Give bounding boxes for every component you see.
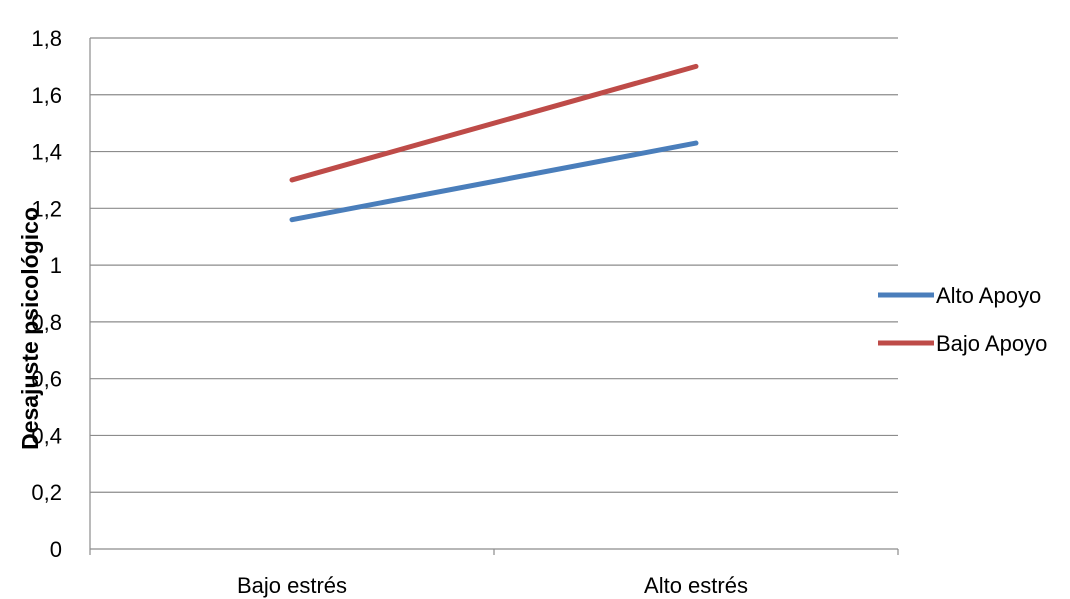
x-axis-category-labels: Bajo estrés Alto estrés <box>89 549 899 598</box>
series-line-bajo-apoyo <box>289 63 699 183</box>
legend-label: Bajo Apoyo <box>936 331 1047 356</box>
y-tick-label: 1 <box>50 253 62 278</box>
legend-item: Bajo Apoyo <box>878 331 1047 356</box>
y-tick-label: 0 <box>50 537 62 562</box>
series-line-alto-apoyo <box>289 140 699 223</box>
legend-label: Alto Apoyo <box>936 283 1041 308</box>
y-tick-label: 1,4 <box>31 140 62 165</box>
y-axis-title: Desajuste psicológico <box>17 207 43 450</box>
gridlines <box>90 37 898 493</box>
series-lines <box>289 63 699 223</box>
y-tick-label: 0,4 <box>31 423 62 448</box>
y-tick-label: 0,2 <box>31 480 62 505</box>
y-axis-tick-labels: 0 0,2 0,4 0,6 0,8 1 1,2 1,4 1,6 1,8 <box>31 26 62 562</box>
x-category-label: Alto estrés <box>644 573 748 598</box>
legend: Alto Apoyo Bajo Apoyo <box>878 283 1047 356</box>
y-tick-label: 0,8 <box>31 310 62 335</box>
x-category-label: Bajo estrés <box>237 573 347 598</box>
y-tick-label: 0,6 <box>31 367 62 392</box>
y-tick-label: 1,2 <box>31 196 62 221</box>
y-tick-label: 1,6 <box>31 83 62 108</box>
legend-item: Alto Apoyo <box>878 283 1041 308</box>
y-tick-label: 1,8 <box>31 26 62 51</box>
